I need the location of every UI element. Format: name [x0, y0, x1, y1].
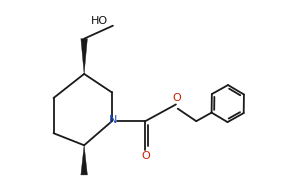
Text: O: O: [141, 151, 150, 161]
Text: HO: HO: [90, 16, 108, 26]
Polygon shape: [81, 145, 87, 175]
Text: N: N: [109, 115, 117, 125]
Polygon shape: [81, 39, 87, 74]
Text: O: O: [172, 93, 181, 103]
